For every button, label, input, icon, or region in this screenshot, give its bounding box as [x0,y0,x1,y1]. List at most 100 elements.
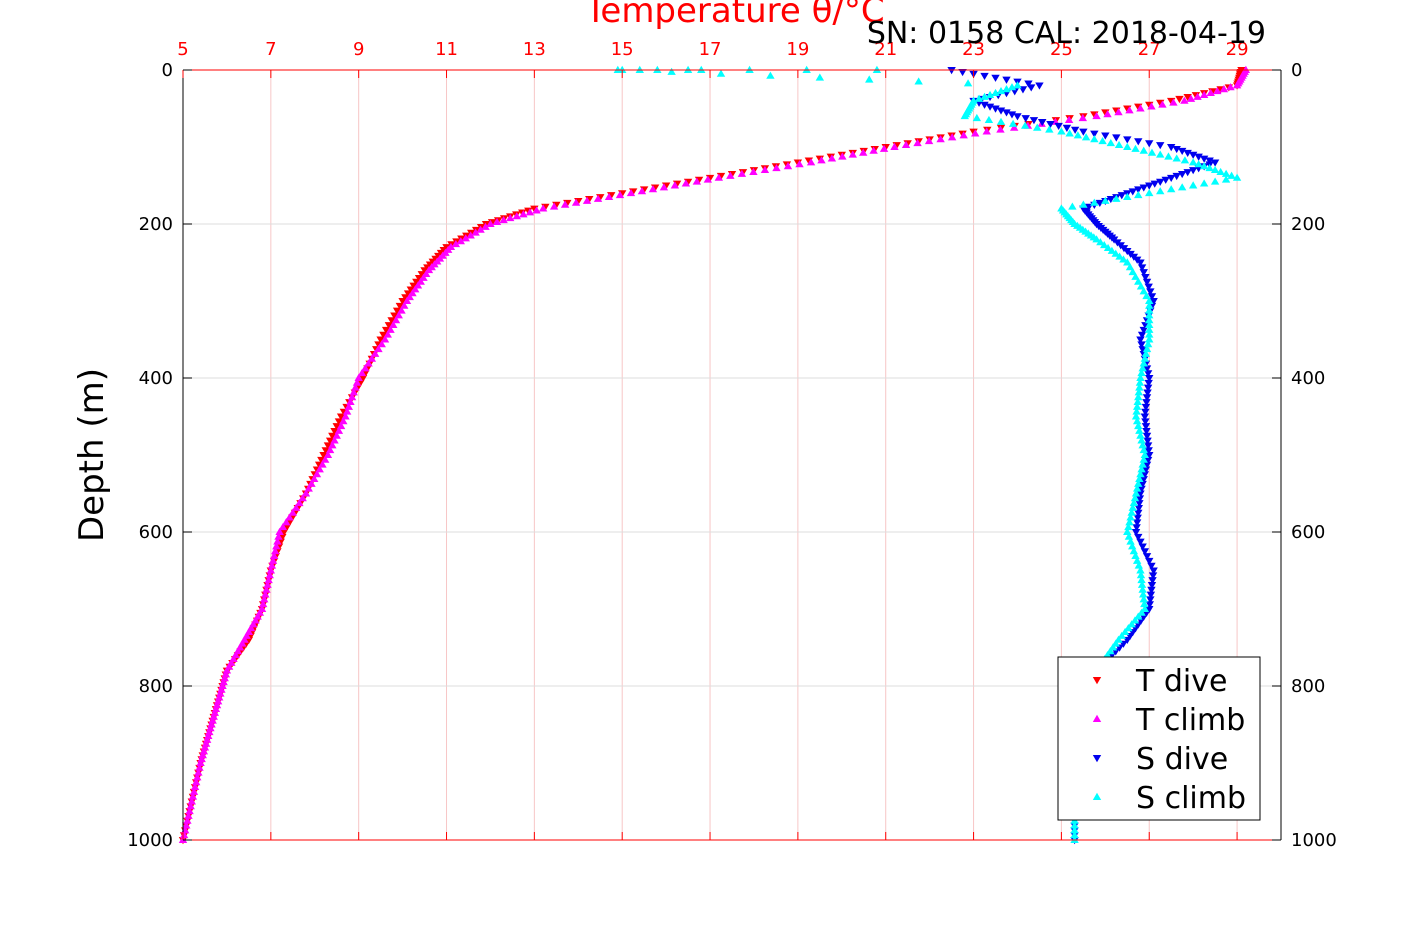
data-point [683,65,693,73]
data-point [1139,287,1148,295]
data-point [1002,85,1011,93]
data-point [185,806,194,815]
data-point [1142,291,1151,300]
data-point [1142,365,1152,373]
chart-subtitle: SN: 0158 CAL: 2018-04-19 [867,16,1266,51]
data-point [1081,133,1091,141]
data-point [1134,479,1143,487]
data-point [1126,513,1135,521]
data-point [1134,393,1143,401]
data-point [959,131,968,139]
data-point [1156,187,1165,195]
data-point [288,508,297,516]
legend-label: S dive [1136,742,1228,777]
data-point [412,278,421,286]
data-point [1169,98,1178,106]
data-point [1177,183,1187,191]
data-point [1194,153,1203,161]
data-point [486,219,495,227]
data-point [635,65,644,73]
y-tick-label-left: 800 [139,676,173,697]
data-point [582,196,592,204]
data-point [1070,826,1079,834]
data-point [1136,571,1146,579]
data-point [1138,543,1147,551]
data-point [1134,612,1143,620]
data-point [1219,85,1229,93]
data-point [1156,178,1165,186]
data-point [1199,162,1209,170]
data-point [358,375,368,383]
y-tick-label-right: 0 [1291,60,1302,81]
data-point [974,94,984,102]
data-point [1132,484,1142,492]
data-point [1090,130,1099,138]
data-point [1136,566,1145,574]
data-point [1183,94,1192,102]
data-point [397,306,406,314]
data-point [716,69,726,77]
data-points [178,65,1251,845]
data-point [332,423,341,431]
data-point [1137,575,1146,584]
data-point [1142,553,1152,561]
data-point [1213,86,1222,95]
data-point [320,455,330,463]
data-point [386,325,395,333]
data-point [1127,620,1136,628]
data-point [1183,169,1192,177]
data-point [1132,402,1142,410]
data-point [865,75,874,83]
data-point [268,556,278,564]
data-point [1007,111,1017,119]
data-point [400,301,409,309]
data-point [1134,277,1143,285]
data-point [417,271,427,279]
data-point [766,71,775,79]
data-point [1172,154,1181,162]
data-point [213,697,223,705]
data-point [1127,508,1136,516]
y-tick-label-left: 200 [139,214,173,235]
data-point [519,210,528,218]
x-tick-label: 7 [265,39,276,60]
data-point [1158,100,1167,108]
data-point [310,474,319,483]
data-point [1123,527,1132,535]
data-point [1143,456,1153,465]
data-point [1149,298,1158,306]
data-point [1145,189,1154,197]
data-point [659,183,669,191]
data-point [1070,835,1079,843]
series-t-climb [178,65,1251,843]
data-point [391,316,401,324]
data-point [737,169,747,177]
data-point [374,344,383,353]
data-point [1232,81,1242,89]
data-point [1206,88,1215,97]
x-tick-label: 27 [1138,39,1161,60]
data-point [1115,252,1124,260]
data-point [1146,596,1155,604]
data-point [354,373,363,381]
data-point [189,787,199,795]
data-point [772,163,781,172]
data-point [186,802,195,810]
data-point [1132,407,1141,415]
data-point [1142,432,1152,440]
data-point [1143,370,1153,378]
data-point [980,101,989,109]
data-point [1147,586,1156,594]
x-tick-label: 13 [523,39,546,60]
x-tick-label: 25 [1050,39,1073,60]
data-point [1139,445,1148,454]
data-point [352,378,362,386]
data-point [1145,375,1154,383]
data-point [220,674,229,682]
data-point [216,689,225,697]
data-point [1205,157,1214,165]
data-point [1009,123,1019,131]
data-point [991,88,1000,97]
data-point [1144,379,1153,388]
x-tick-label: 5 [177,39,188,60]
